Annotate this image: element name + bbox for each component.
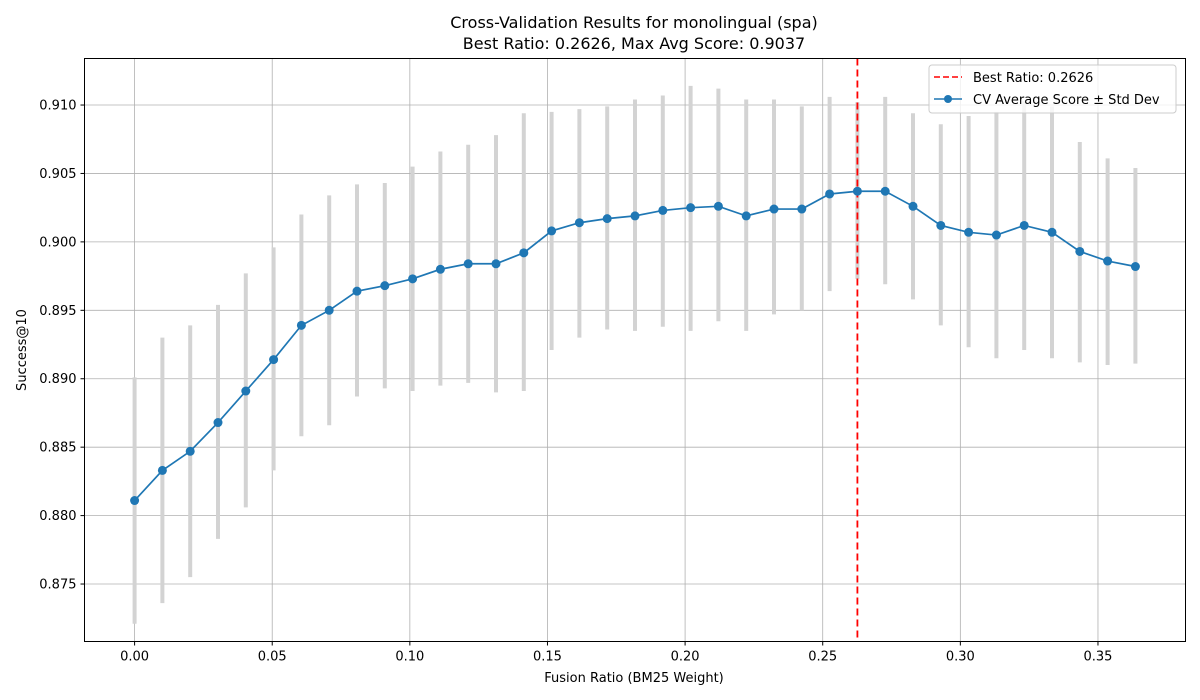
data-point — [519, 248, 529, 258]
x-axis-ticks: 0.00 0.05 0.10 0.15 0.20 0.25 0.30 0.35 — [120, 641, 1112, 665]
x-tick-label: 0.15 — [533, 650, 562, 665]
data-point — [380, 281, 390, 291]
data-point — [352, 286, 362, 296]
data-point — [491, 259, 501, 269]
data-point — [797, 204, 807, 214]
y-tick-label: 0.885 — [39, 441, 76, 456]
data-point — [769, 204, 779, 214]
y-tick-label: 0.900 — [39, 235, 76, 250]
data-point — [241, 386, 251, 396]
y-tick-label: 0.890 — [39, 372, 76, 387]
data-point — [435, 264, 445, 274]
y-tick-label: 0.895 — [39, 304, 76, 319]
data-point — [213, 418, 223, 428]
y-tick-label: 0.880 — [39, 509, 76, 524]
data-point — [964, 227, 974, 237]
x-tick-label: 0.00 — [120, 650, 149, 665]
data-point — [825, 189, 835, 199]
legend-best-ratio-label: Best Ratio: 0.2626 — [973, 71, 1093, 86]
x-tick-label: 0.30 — [946, 650, 975, 665]
data-point — [880, 186, 890, 196]
data-point — [269, 355, 279, 365]
data-point — [547, 226, 557, 236]
data-point — [852, 186, 862, 196]
data-point — [741, 211, 751, 221]
data-point — [686, 203, 696, 213]
plot-frame — [84, 58, 1186, 642]
data-point — [130, 496, 140, 506]
legend-box — [928, 64, 1177, 114]
legend: Best Ratio: 0.2626 CV Average Score ± St… — [928, 64, 1177, 114]
data-point — [602, 214, 612, 224]
data-point — [1130, 262, 1140, 272]
data-point — [296, 320, 306, 330]
y-tick-label: 0.905 — [39, 167, 76, 182]
y-tick-label: 0.875 — [39, 578, 76, 593]
data-point — [463, 259, 473, 269]
series-points — [130, 186, 1140, 506]
data-point — [991, 230, 1001, 240]
chart-subtitle: Best Ratio: 0.2626, Max Avg Score: 0.903… — [463, 34, 805, 53]
data-point — [1047, 227, 1057, 237]
y-axis-ticks: 0.875 0.880 0.885 0.890 0.895 0.900 0.905 0.910 — [39, 99, 85, 593]
x-tick-label: 0.05 — [258, 650, 287, 665]
x-tick-label: 0.25 — [808, 650, 837, 665]
x-axis-label: Fusion Ratio (BM25 Weight) — [544, 671, 723, 686]
data-point — [936, 220, 946, 230]
x-tick-label: 0.20 — [671, 650, 700, 665]
y-tick-label: 0.910 — [39, 99, 76, 114]
data-point — [713, 201, 723, 211]
data-point — [408, 274, 418, 284]
data-point — [185, 446, 195, 456]
data-point — [324, 305, 334, 315]
data-point — [1103, 256, 1113, 266]
data-point — [908, 201, 918, 211]
y-axis-label: Success@10 — [15, 309, 30, 391]
error-bars — [132, 85, 1138, 624]
chart-title: Cross-Validation Results for monolingual… — [450, 13, 817, 32]
data-point — [574, 218, 584, 228]
x-tick-label: 0.35 — [1083, 650, 1112, 665]
data-point — [157, 465, 167, 475]
x-tick-label: 0.10 — [395, 650, 424, 665]
data-point — [630, 211, 640, 221]
data-point — [1075, 246, 1085, 256]
data-point — [1019, 220, 1029, 230]
legend-series-label: CV Average Score ± Std Dev — [973, 93, 1160, 108]
data-point — [658, 205, 668, 215]
legend-series-marker — [944, 95, 952, 103]
